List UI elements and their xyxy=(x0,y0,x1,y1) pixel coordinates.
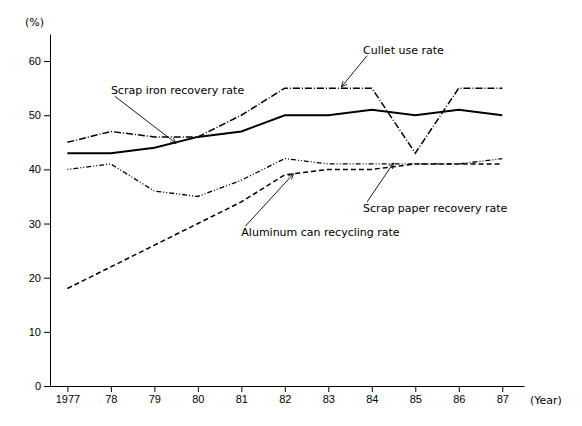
y-tick-label: 10 xyxy=(29,326,41,338)
y-axis-line xyxy=(50,35,51,387)
x-tick-label: 78 xyxy=(105,393,117,405)
y-tick-label: 20 xyxy=(29,272,41,284)
y-tick-label: 30 xyxy=(29,218,41,230)
x-tick-label: 85 xyxy=(410,393,422,405)
x-tick-label: 82 xyxy=(279,393,291,405)
x-tick: 84 xyxy=(366,386,378,405)
plot: 1977 78 79 80 81 82 83 84 85 86 87 0 10 20 30 40 50 60 Scr… xyxy=(29,35,525,405)
x-tick-label: 83 xyxy=(323,393,335,405)
x-tick: 1977 xyxy=(56,386,80,405)
y-tick: 60 xyxy=(29,55,50,67)
x-tick-mark xyxy=(415,386,416,392)
x-tick-label: 86 xyxy=(453,393,465,405)
annotation-arrow xyxy=(367,163,393,202)
y-tick: 0 xyxy=(35,380,50,392)
lines xyxy=(67,88,502,288)
x-tick-label: 80 xyxy=(192,393,204,405)
y-axis: 0 10 20 30 40 50 60 xyxy=(29,35,51,393)
y-tick: 30 xyxy=(29,218,50,230)
x-tick-mark xyxy=(111,386,112,392)
y-tick-mark xyxy=(44,224,50,225)
x-tick-mark xyxy=(67,386,68,392)
title: (%) xyxy=(25,16,44,29)
chart: 1977 78 79 80 81 82 83 84 85 86 87 0 10 20 30 40 50 60 Scr… xyxy=(0,0,582,426)
annotation: Cullet use rate xyxy=(363,44,444,57)
x-tick-label: 81 xyxy=(236,393,248,405)
x-tick: 78 xyxy=(105,386,117,405)
y-tick-mark xyxy=(44,386,50,387)
y-tick-label: 0 xyxy=(35,380,41,392)
y-tick-mark xyxy=(44,169,50,170)
y-tick: 20 xyxy=(29,272,50,284)
y-tick: 40 xyxy=(29,163,50,175)
y-tick-mark xyxy=(44,278,50,279)
y-tick: 10 xyxy=(29,326,50,338)
series-line xyxy=(67,110,502,153)
x-tick: 85 xyxy=(410,386,422,405)
annotation: Aluminum can recycling rate xyxy=(241,226,400,239)
x-tick-mark xyxy=(328,386,329,392)
x-tick-label: 87 xyxy=(497,393,509,405)
y-tick-label: 60 xyxy=(29,55,41,67)
x-tick: 87 xyxy=(497,386,509,405)
y-tick: 50 xyxy=(29,109,50,121)
x-tick-label: 1977 xyxy=(56,393,80,405)
x-tick-mark xyxy=(502,386,503,392)
x-tick-label: 84 xyxy=(366,393,378,405)
annotation: Scrap iron recovery rate xyxy=(111,84,245,97)
x-tick: 81 xyxy=(236,386,248,405)
x-tick: 79 xyxy=(149,386,161,405)
x-tick-mark xyxy=(198,386,199,392)
x-tick-mark xyxy=(154,386,155,392)
x-axis: 1977 78 79 80 81 82 83 84 85 86 87 xyxy=(51,386,525,405)
x-axis-label: (Year) xyxy=(530,394,562,407)
x-tick: 86 xyxy=(453,386,465,405)
y-tick-mark xyxy=(44,61,50,62)
annotation-arrow xyxy=(115,96,176,143)
annotation: Scrap paper recovery rate xyxy=(363,202,507,215)
x-tick-mark xyxy=(285,386,286,392)
x-tick: 80 xyxy=(192,386,204,405)
x-tick-label: 79 xyxy=(149,393,161,405)
x-tick-mark xyxy=(372,386,373,392)
x-tick-mark xyxy=(459,386,460,392)
y-tick-label: 50 xyxy=(29,109,41,121)
x-tick: 83 xyxy=(323,386,335,405)
y-tick-mark xyxy=(44,115,50,116)
x-tick: 82 xyxy=(279,386,291,405)
annotations: Scrap iron recovery rate Cullet use rate S… xyxy=(111,44,508,240)
series-line xyxy=(67,88,502,153)
annotation-arrow xyxy=(341,56,367,87)
series-line xyxy=(67,159,502,197)
annotation-arrow xyxy=(245,174,293,227)
y-tick-mark xyxy=(44,332,50,333)
x-tick-mark xyxy=(241,386,242,392)
x-axis-line xyxy=(51,386,525,387)
y-tick-label: 40 xyxy=(29,163,41,175)
series-line xyxy=(67,164,502,289)
